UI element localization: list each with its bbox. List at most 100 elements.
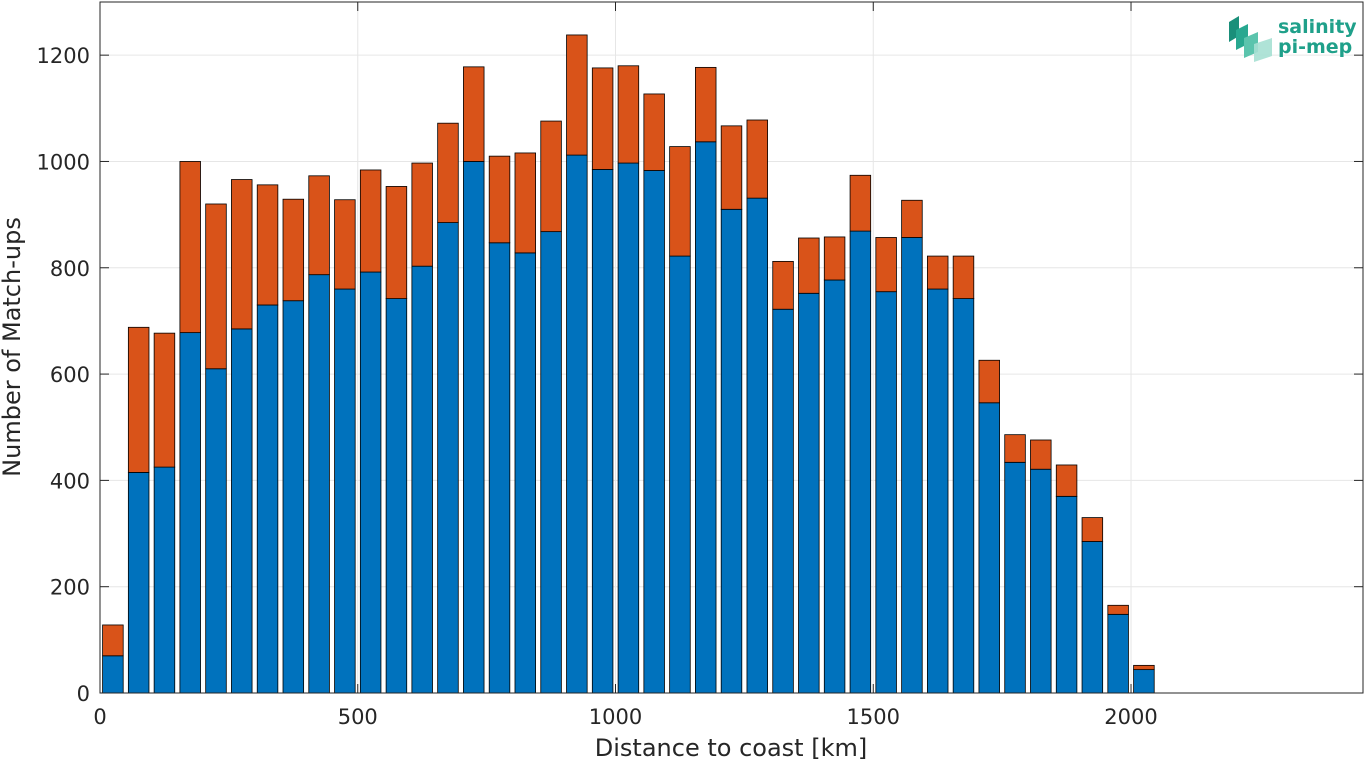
- bar-series-2: [1030, 439, 1052, 470]
- bar-series-1: [952, 298, 975, 694]
- bar-series-1: [308, 274, 330, 694]
- bar-series-1: [823, 279, 846, 694]
- axis-ticks: 0 500 1000 1500 2000 0 200 400 600 800 1000 1200: [37, 2, 1363, 729]
- bar-series-2: [772, 260, 794, 310]
- bar-series-2: [926, 255, 949, 290]
- x-tick-label: 0: [93, 705, 106, 729]
- bar-series-1: [926, 288, 949, 694]
- bar-series-2: [1133, 664, 1155, 671]
- bar-series-2: [153, 332, 176, 468]
- bar-series-2: [437, 122, 459, 223]
- x-axis-label: Distance to coast [km]: [595, 734, 867, 761]
- bar-series-1: [205, 368, 227, 694]
- bar-series-2: [1004, 434, 1026, 463]
- bar-series-1: [514, 252, 537, 694]
- bar-series-1: [540, 231, 562, 694]
- bar-series-2: [695, 66, 717, 143]
- bar-series-2: [102, 624, 124, 657]
- bar-series-1: [875, 291, 897, 694]
- y-axis-label: Number of Match-ups: [0, 217, 26, 477]
- y-tick-label: 1000: [37, 150, 90, 174]
- bar-series-1: [437, 222, 459, 694]
- bar-series-2: [411, 162, 433, 267]
- bar-series-2: [875, 237, 897, 293]
- y-tick-label: 600: [50, 363, 90, 387]
- bar-series-2: [823, 236, 846, 281]
- bar-series-1: [334, 288, 356, 694]
- bar-series-2: [643, 93, 665, 171]
- y-tick-label: 0: [77, 682, 90, 706]
- bar-series-1: [488, 242, 511, 694]
- bar-series-1: [746, 197, 768, 694]
- bar-series-2: [231, 179, 253, 330]
- bars: [102, 34, 1155, 694]
- logo-line1: salinity: [1278, 16, 1356, 38]
- bar-series-1: [849, 230, 872, 694]
- wave-icon: [1229, 16, 1272, 62]
- bar-series-2: [566, 34, 588, 156]
- y-tick-label: 1200: [37, 44, 90, 68]
- x-tick-label: 1000: [589, 705, 642, 729]
- bar-series-1: [385, 298, 408, 694]
- bar-series-2: [952, 255, 975, 299]
- x-tick-label: 2000: [1104, 705, 1157, 729]
- bar-series-1: [720, 208, 743, 694]
- bar-series-2: [334, 199, 356, 290]
- bar-series-1: [1133, 669, 1155, 694]
- salinity-pi-mep-logo: salinity pi-mep: [1229, 16, 1356, 62]
- bar-series-1: [411, 265, 433, 694]
- bar-series-2: [978, 359, 1000, 404]
- bar-series-2: [849, 174, 872, 232]
- bar-series-2: [205, 203, 227, 370]
- bar-series-2: [1081, 517, 1104, 542]
- bar-series-1: [153, 466, 176, 694]
- bar-series-1: [617, 162, 640, 694]
- bar-series-2: [617, 65, 640, 164]
- bar-series-1: [772, 308, 794, 694]
- bar-series-2: [385, 186, 408, 299]
- bar-series-1: [256, 304, 279, 694]
- bar-series-1: [127, 472, 150, 694]
- bar-series-2: [591, 67, 614, 170]
- bar-series-2: [540, 120, 562, 233]
- bar-series-2: [308, 175, 330, 276]
- bar-series-2: [720, 125, 743, 210]
- bar-series-1: [669, 255, 691, 694]
- y-tick-label: 400: [50, 469, 90, 493]
- bar-series-1: [798, 292, 820, 694]
- bar-series-2: [256, 184, 279, 306]
- bar-series-2: [359, 169, 382, 273]
- bar-series-1: [1004, 461, 1026, 694]
- bar-series-2: [488, 155, 511, 244]
- y-tick-label: 800: [50, 257, 90, 281]
- bar-series-1: [978, 402, 1000, 694]
- bar-series-1: [359, 271, 382, 694]
- bar-series-2: [282, 198, 305, 302]
- plot-frame: [99, 1, 1364, 694]
- bar-series-1: [231, 328, 253, 694]
- y-tick-label: 200: [50, 576, 90, 600]
- bar-series-1: [901, 237, 923, 694]
- bar-series-2: [1055, 464, 1078, 497]
- bar-series-1: [566, 154, 588, 694]
- bar-series-2: [901, 199, 923, 238]
- bar-series-1: [1107, 613, 1129, 694]
- bar-series-2: [798, 237, 820, 294]
- bar-series-1: [643, 170, 665, 694]
- bar-series-2: [746, 119, 768, 199]
- bar-series-1: [463, 161, 485, 694]
- bar-series-1: [591, 169, 614, 694]
- bar-series-2: [1107, 604, 1129, 615]
- bar-series-1: [1081, 541, 1104, 694]
- x-tick-label: 500: [338, 705, 378, 729]
- bar-series-1: [179, 332, 201, 694]
- logo-line2: pi-mep: [1278, 36, 1352, 58]
- bar-series-1: [1030, 468, 1052, 694]
- bar-series-2: [669, 146, 691, 257]
- bar-series-1: [282, 300, 305, 694]
- x-tick-label: 1500: [847, 705, 900, 729]
- bar-series-1: [695, 141, 717, 694]
- bar-series-1: [102, 655, 124, 694]
- bar-series-2: [127, 326, 150, 473]
